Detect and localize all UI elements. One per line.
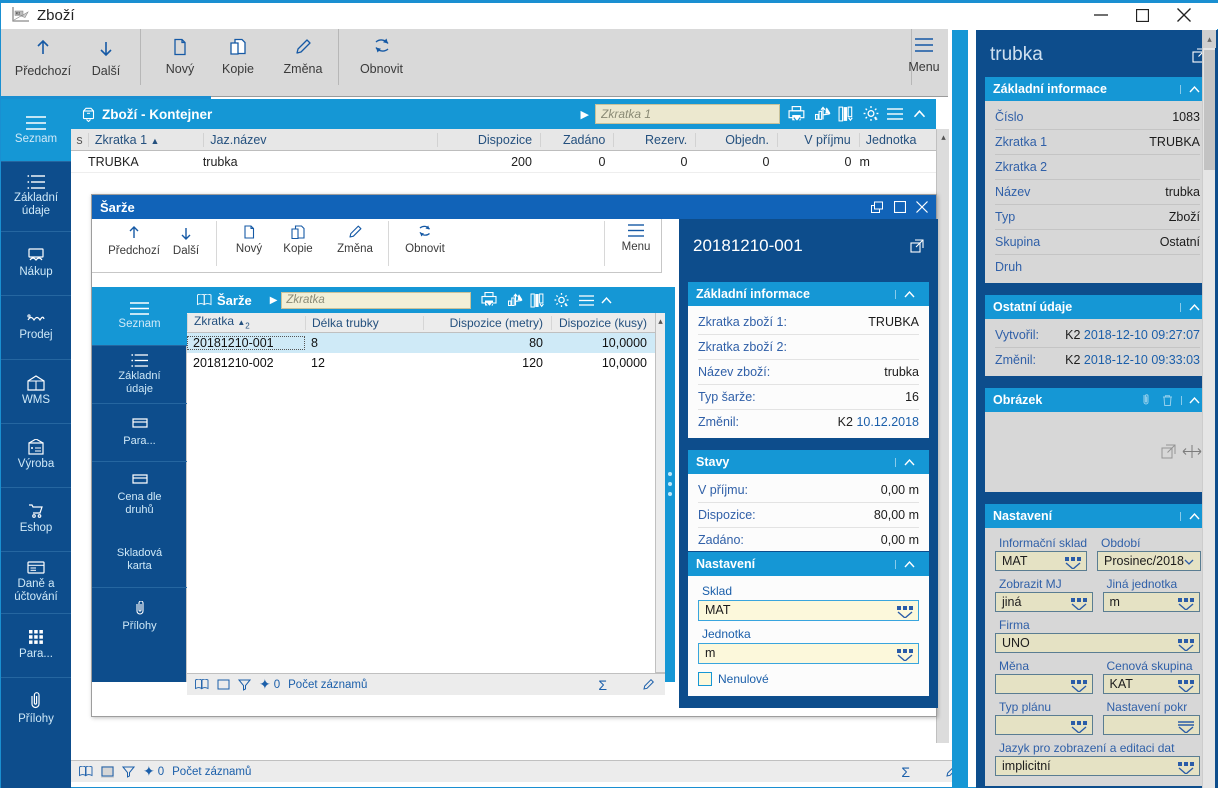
svg-text:K2: K2 [16, 11, 21, 15]
